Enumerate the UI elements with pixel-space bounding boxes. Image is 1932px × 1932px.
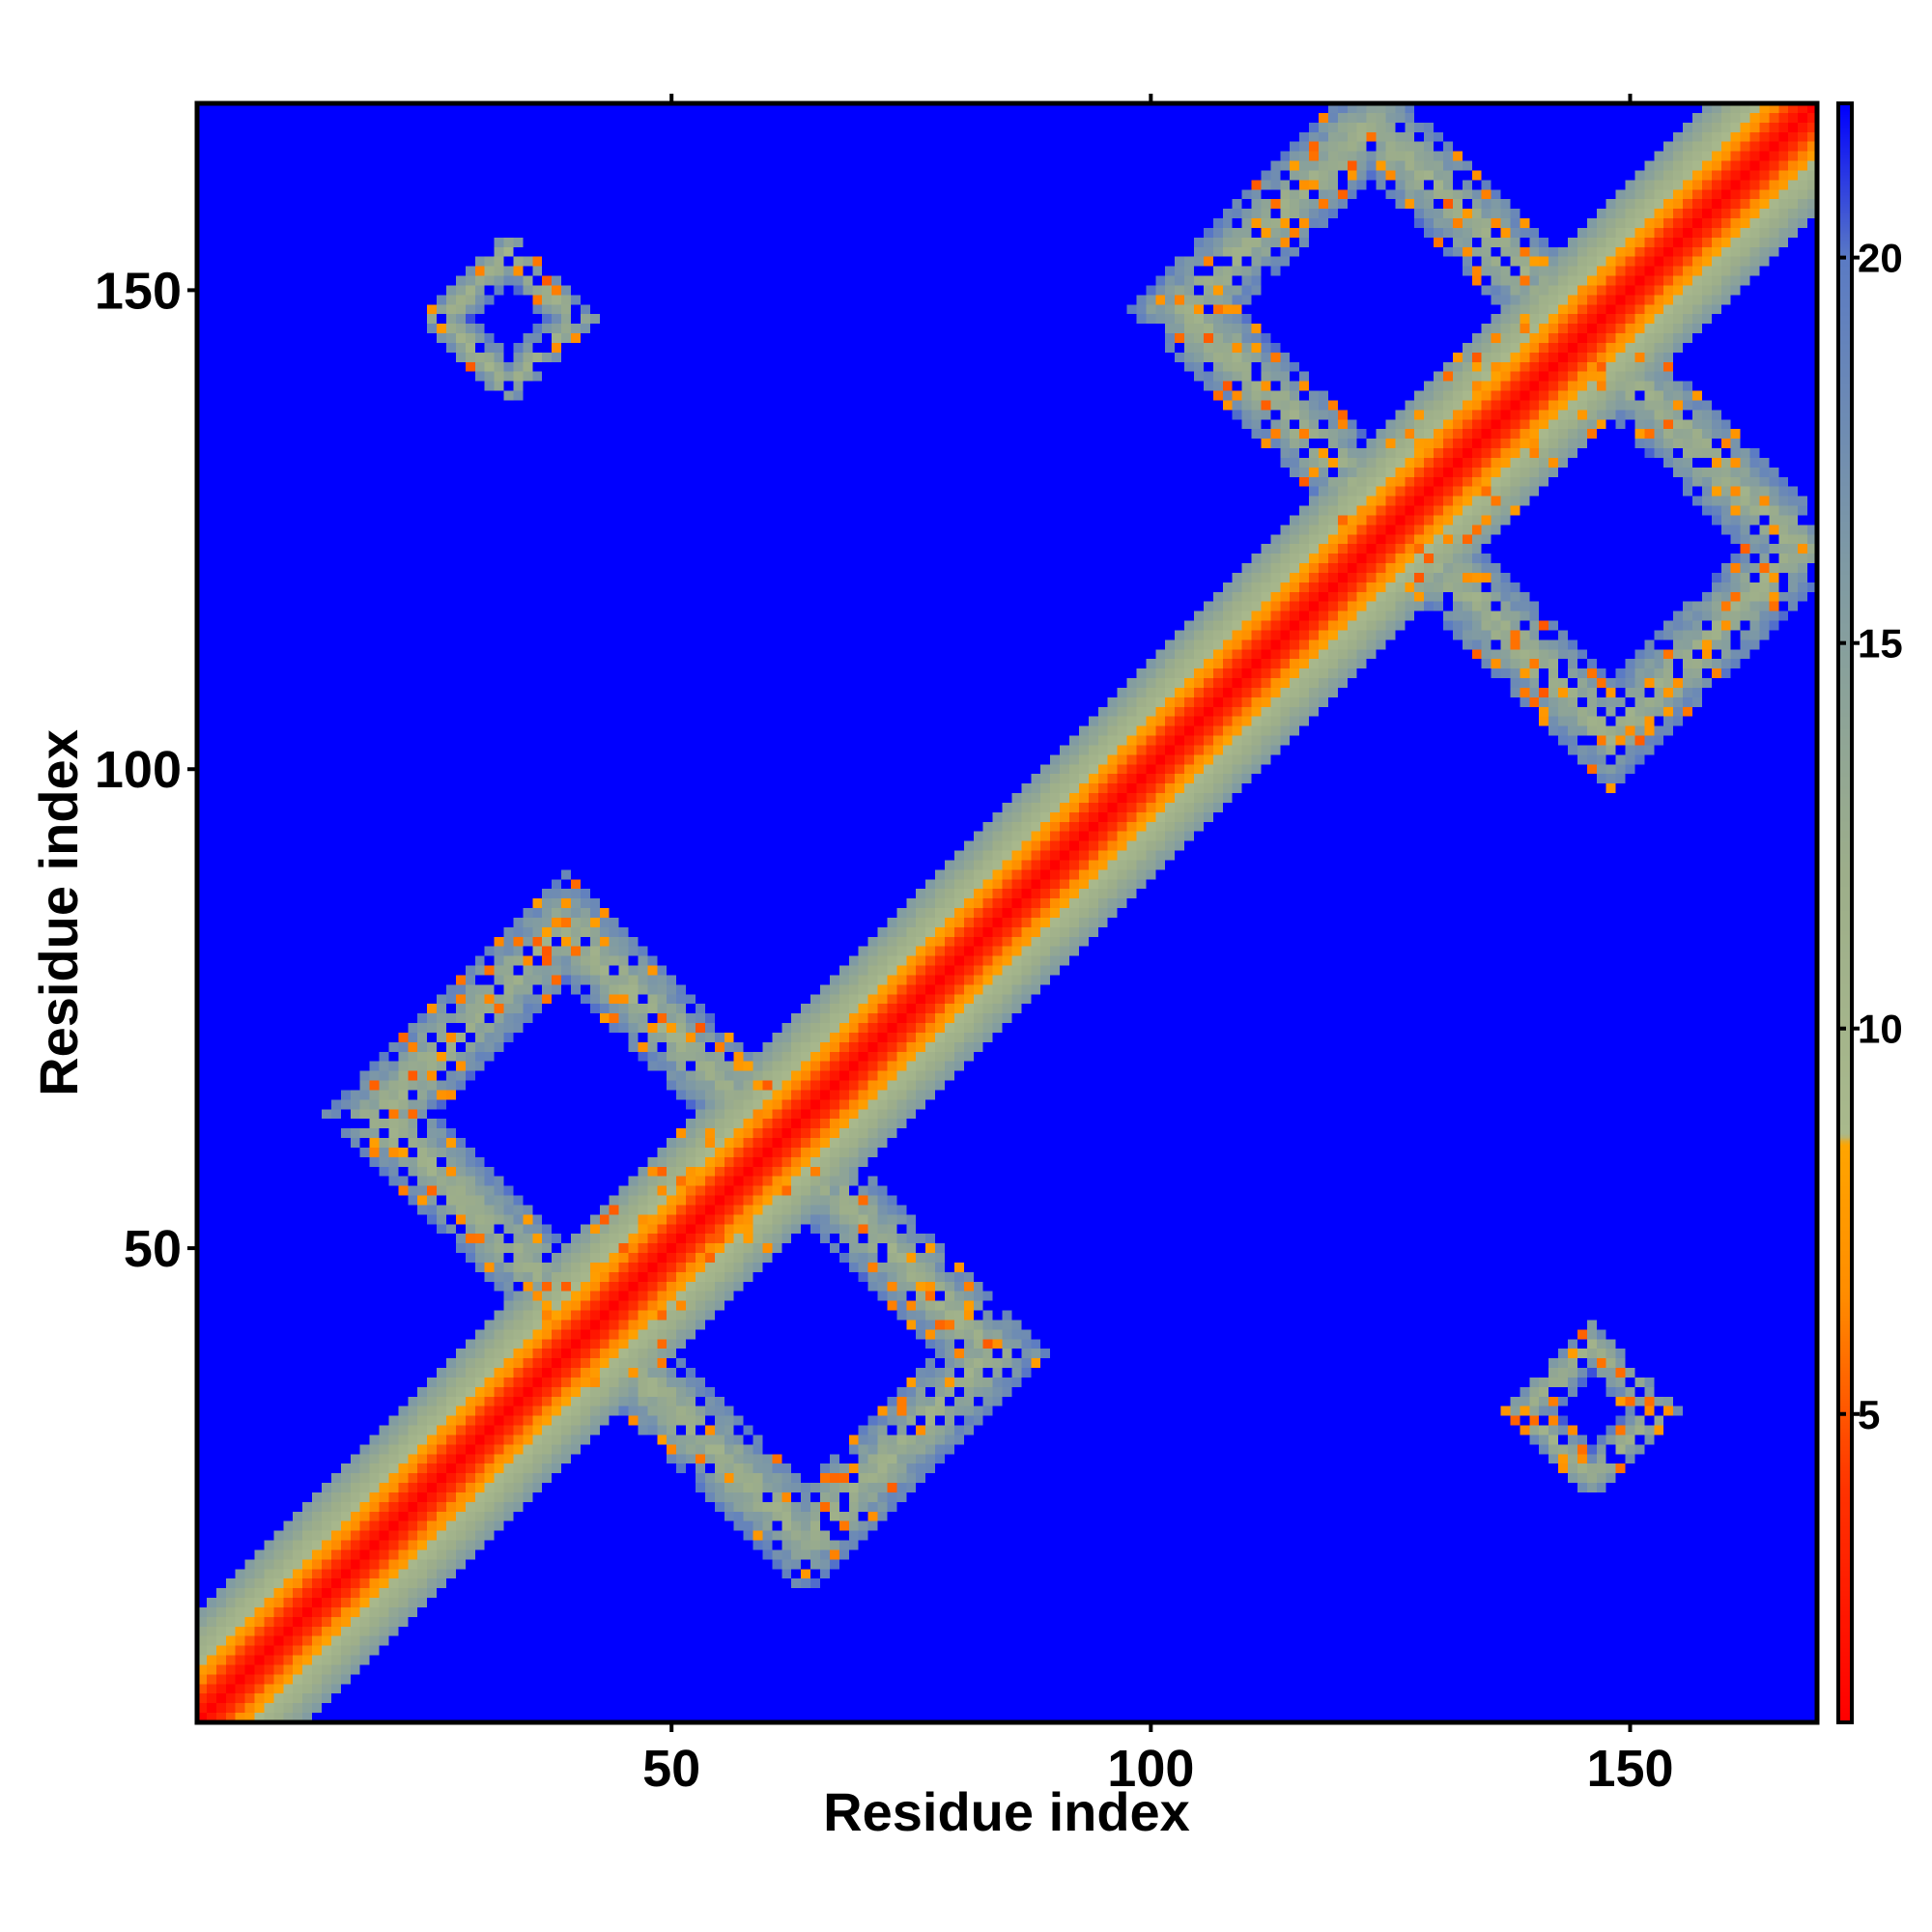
colorbar-tick-label: 10: [1858, 1007, 1903, 1052]
plot-frame: [194, 100, 1820, 1725]
y-tick-label: 100: [95, 741, 182, 799]
x-tick-label: 150: [1586, 1740, 1673, 1798]
colorbar-tick-label: 20: [1858, 236, 1903, 281]
colorbar-ticks: 5 10 15 20: [1838, 236, 1903, 1437]
colorbar-frame: [1836, 101, 1854, 1724]
colorbar-tick-label: 15: [1858, 621, 1903, 667]
y-tick-label: 150: [95, 262, 182, 320]
y-axis-ticks: 50 100 150: [95, 262, 197, 1278]
heatmap-cells: [197, 103, 1817, 1722]
x-axis-label: Residue index: [823, 1781, 1190, 1842]
colorbar-gradient: [1838, 103, 1852, 1722]
y-tick-label: 50: [124, 1220, 182, 1278]
x-axis-ticks: 50 100 150: [642, 94, 1674, 1798]
colorbar-tick-label: 5: [1858, 1392, 1880, 1437]
x-tick-label: 50: [642, 1740, 700, 1798]
x-tick-label: 100: [1107, 1740, 1194, 1798]
y-axis-label: Residue index: [28, 729, 89, 1096]
